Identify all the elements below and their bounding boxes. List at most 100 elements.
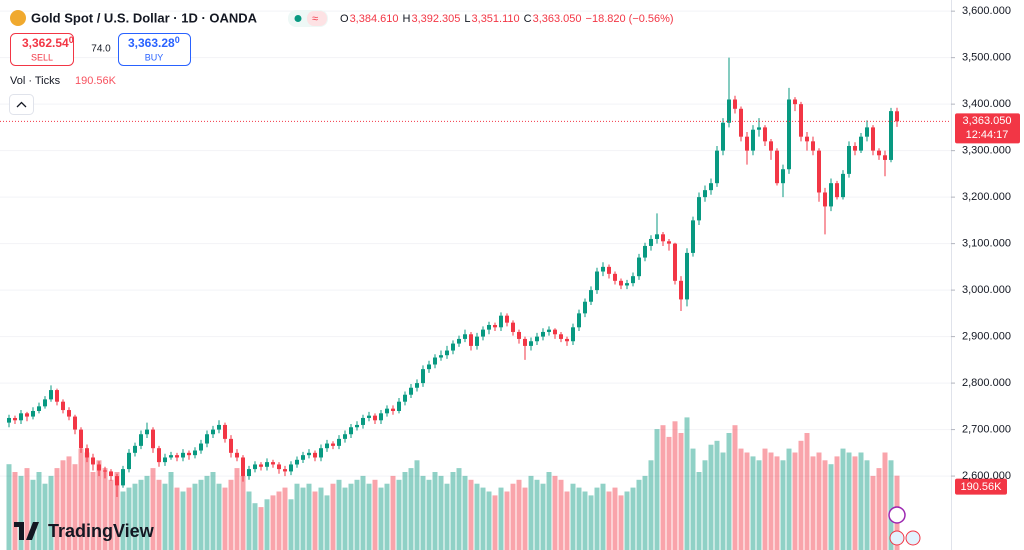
y-tick-label: 2,600.000 <box>962 470 1011 482</box>
candle-body <box>469 334 473 346</box>
volume-bar <box>618 495 624 550</box>
candle-body <box>847 145 851 174</box>
volume-bar <box>666 436 672 550</box>
volume-bar <box>684 417 690 550</box>
candle-body <box>19 413 23 421</box>
ohlc-value: 3,392.305 <box>411 13 460 25</box>
candle-body <box>373 415 377 421</box>
volume-bar <box>780 460 786 550</box>
candle-body <box>151 429 155 449</box>
volume-bar <box>264 499 270 550</box>
volume-bar <box>24 468 30 550</box>
volume-bar <box>672 421 678 550</box>
symbol-title[interactable]: Gold Spot / U.S. Dollar · 1D · OANDA <box>31 10 258 25</box>
sell-button[interactable] <box>10 33 74 66</box>
candle-body <box>511 322 515 332</box>
ohlc-value: 3,384.610 <box>350 13 399 25</box>
volume-bar <box>168 472 174 550</box>
volume-bar <box>732 425 738 550</box>
volume-bar <box>138 479 144 550</box>
candle-body <box>217 424 221 430</box>
candle-body <box>553 329 557 335</box>
candle-body <box>301 455 305 460</box>
volume-bar <box>546 472 552 550</box>
volume-bar <box>390 475 396 550</box>
volume-bar <box>90 472 96 550</box>
volume-bar <box>840 448 846 550</box>
candle-body <box>379 413 383 421</box>
volume-bar <box>774 456 780 550</box>
volume-bar <box>480 487 486 550</box>
candle-body <box>673 243 677 281</box>
candle-body <box>877 150 881 156</box>
buy-button[interactable] <box>118 33 191 66</box>
volume-bar <box>564 491 570 550</box>
candle-body <box>517 331 521 339</box>
volume-bar <box>198 479 204 550</box>
volume-bar <box>642 475 648 550</box>
volume-bar <box>720 452 726 550</box>
event-icon[interactable] <box>888 506 906 524</box>
candle-body <box>685 252 689 300</box>
volume-bar <box>648 460 654 550</box>
candle-body <box>139 434 143 446</box>
candle-body <box>793 99 797 105</box>
candle-body <box>541 331 545 337</box>
candle-body <box>529 341 533 346</box>
candle-body <box>259 464 263 467</box>
volume-bar <box>222 487 228 550</box>
volume-bar <box>606 491 612 550</box>
volume-bar <box>252 503 258 550</box>
candle-body <box>187 452 191 456</box>
candle-body <box>475 336 479 346</box>
volume-bar <box>492 495 498 550</box>
symbol-icon <box>10 10 26 26</box>
y-tick-label: 3,400.000 <box>962 98 1011 110</box>
volume-bar <box>690 448 696 550</box>
volume-bar <box>186 487 192 550</box>
candle-body <box>631 276 635 284</box>
candle-body <box>319 448 323 458</box>
volume-bar <box>594 487 600 550</box>
candle-body <box>637 257 641 277</box>
news-icon[interactable] <box>905 530 921 546</box>
candle-body <box>721 122 725 151</box>
delay-badge <box>307 11 327 26</box>
ohlc-key: H <box>403 13 411 25</box>
volume-bar <box>828 464 834 550</box>
candle-body <box>457 338 461 344</box>
candle-body <box>781 169 785 184</box>
volume-bar <box>30 479 36 550</box>
volume-bar <box>834 456 840 550</box>
news-icon[interactable] <box>889 530 905 546</box>
collapse-button[interactable] <box>9 94 34 115</box>
volume-bar <box>282 487 288 550</box>
candle-body <box>535 336 539 342</box>
volume-bar <box>414 460 420 550</box>
volume-bar <box>570 483 576 550</box>
volume-bar <box>810 456 816 550</box>
volume-bar <box>408 468 414 550</box>
volume-bar <box>786 448 792 550</box>
candle-body <box>55 390 59 402</box>
ohlc-value: 3,363.050 <box>533 13 582 25</box>
candle-body <box>121 469 125 486</box>
ohlc-value: 3,351.110 <box>472 13 520 25</box>
volume-bar <box>378 487 384 550</box>
candle-body <box>289 464 293 472</box>
volume-bar <box>144 475 150 550</box>
y-tick-label: 3,100.000 <box>962 238 1011 250</box>
y-tick-label: 3,500.000 <box>962 52 1011 64</box>
candle-body <box>349 427 353 435</box>
volume-bar <box>432 472 438 550</box>
candle-body <box>79 429 83 449</box>
delay-icon: ≈ <box>312 13 318 25</box>
buy-pip: 0 <box>175 35 180 45</box>
volume-bar <box>714 440 720 550</box>
volume-bar <box>162 483 168 550</box>
candle-body <box>757 127 761 130</box>
volume-bar <box>114 472 120 550</box>
candle-body <box>325 443 329 449</box>
candle-body <box>679 280 683 300</box>
volume-bar <box>522 487 528 550</box>
